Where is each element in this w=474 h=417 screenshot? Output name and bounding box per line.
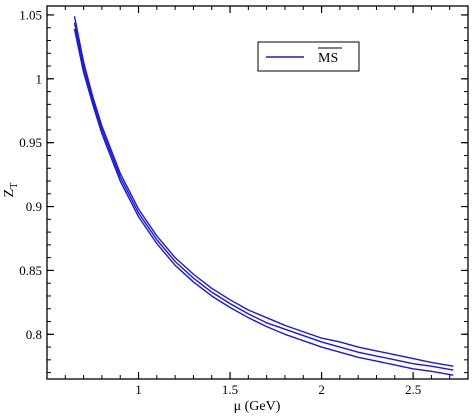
- y-tick-label: 1: [36, 71, 43, 86]
- x-tick-label: 1: [135, 382, 142, 397]
- y-axis-title-subscript: T: [9, 183, 20, 189]
- y-axis-title-main: Z: [2, 189, 17, 198]
- y-tick-label: 1.05: [19, 7, 42, 22]
- legend-label: MS: [318, 51, 338, 66]
- axis-ticks: 1 1.5 2 2.5 0.8 0.85 0.9 0.95 1 1.05: [19, 6, 469, 397]
- y-axis-title: ZT: [2, 183, 20, 198]
- series-line-central: [73, 22, 454, 371]
- y-tick-label: 0.85: [19, 263, 42, 278]
- y-tick-label: 0.9: [26, 199, 42, 214]
- x-tick-label: 2: [318, 382, 325, 397]
- y-tick-label: 0.8: [26, 327, 42, 342]
- series-lines: [73, 16, 454, 376]
- series-line-lower: [73, 28, 454, 376]
- svg-text:ZT: ZT: [2, 183, 20, 198]
- x-tick-label: 2.5: [405, 382, 421, 397]
- legend: MS: [257, 41, 360, 72]
- x-tick-label: 1.5: [222, 382, 238, 397]
- x-axis-title: μ (GeV): [234, 399, 281, 414]
- plot-frame: [46, 5, 469, 380]
- series-line-upper: [73, 16, 454, 367]
- y-tick-label: 0.95: [19, 135, 42, 150]
